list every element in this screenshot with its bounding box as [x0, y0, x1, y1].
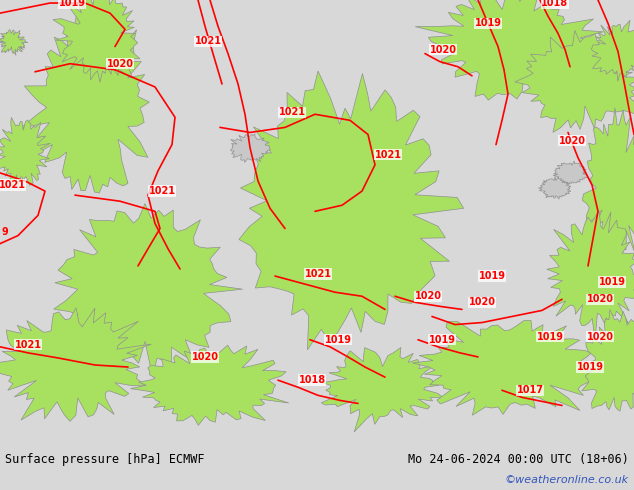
Text: 1020: 1020	[586, 294, 614, 304]
Text: 1020: 1020	[559, 136, 586, 146]
Polygon shape	[553, 161, 588, 185]
Text: 1019: 1019	[474, 18, 501, 28]
Text: 1018: 1018	[299, 375, 326, 385]
Polygon shape	[538, 177, 571, 199]
Text: 1021: 1021	[195, 36, 221, 47]
Text: 1020: 1020	[415, 291, 441, 301]
Text: 1019: 1019	[598, 277, 626, 287]
Text: 1020: 1020	[429, 45, 456, 54]
Text: 1021: 1021	[375, 150, 401, 160]
Text: 1019: 1019	[429, 335, 455, 345]
Text: 1019: 1019	[325, 335, 351, 345]
Polygon shape	[412, 320, 595, 416]
Text: Mo 24-06-2024 00:00 UTC (18+06): Mo 24-06-2024 00:00 UTC (18+06)	[408, 453, 629, 466]
Text: 1017: 1017	[517, 385, 543, 395]
Text: 1021: 1021	[148, 186, 176, 196]
Polygon shape	[53, 0, 140, 82]
Text: Surface pressure [hPa] ECMWF: Surface pressure [hPa] ECMWF	[5, 453, 205, 466]
Text: 9: 9	[2, 226, 9, 237]
Polygon shape	[54, 203, 243, 376]
Text: 1020: 1020	[191, 352, 219, 362]
Polygon shape	[321, 347, 443, 432]
Text: 1020: 1020	[469, 297, 496, 307]
Text: 1020: 1020	[586, 332, 614, 342]
Text: 1021: 1021	[304, 269, 332, 279]
Polygon shape	[582, 108, 634, 268]
Polygon shape	[0, 308, 152, 421]
Polygon shape	[591, 20, 634, 81]
Text: 1020: 1020	[107, 59, 134, 69]
Text: 1021: 1021	[15, 340, 41, 350]
Polygon shape	[415, 0, 604, 100]
Text: 1019: 1019	[536, 332, 564, 342]
Polygon shape	[0, 118, 50, 188]
Polygon shape	[239, 71, 463, 350]
Text: 1019: 1019	[58, 0, 86, 8]
Text: 1018: 1018	[541, 0, 569, 8]
Polygon shape	[547, 211, 634, 341]
Polygon shape	[582, 310, 634, 411]
Text: 1021: 1021	[0, 180, 25, 190]
Polygon shape	[0, 29, 28, 55]
Text: ©weatheronline.co.uk: ©weatheronline.co.uk	[505, 475, 629, 485]
Text: 1021: 1021	[278, 107, 306, 117]
Polygon shape	[231, 134, 270, 162]
Text: 1019: 1019	[479, 271, 505, 281]
Polygon shape	[515, 30, 634, 132]
Polygon shape	[21, 2, 149, 193]
Polygon shape	[131, 345, 289, 425]
Text: 1019: 1019	[576, 362, 604, 372]
